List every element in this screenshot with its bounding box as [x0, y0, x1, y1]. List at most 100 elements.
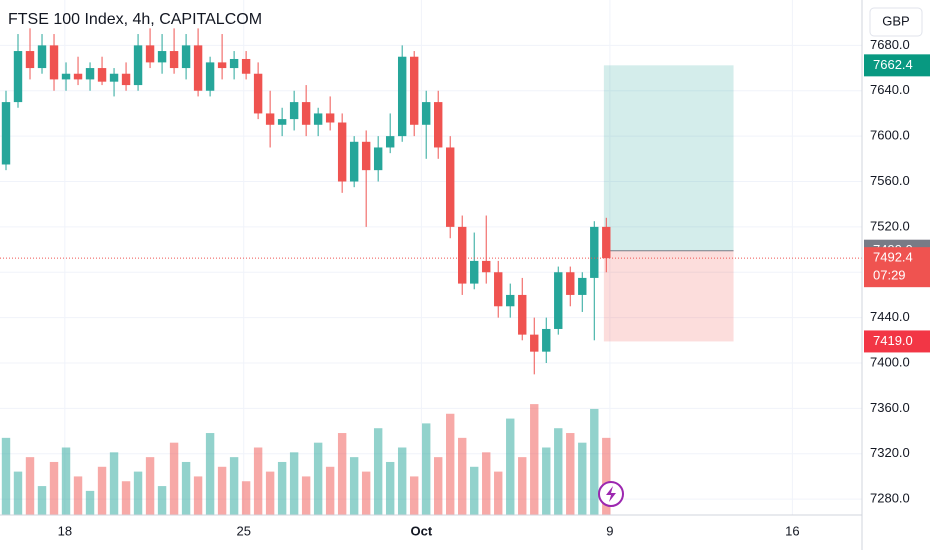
candle-body	[361, 141, 371, 171]
candle-body	[482, 260, 491, 273]
volume-bar	[385, 461, 395, 515]
profit-zone	[603, 65, 734, 251]
volume-bar	[97, 466, 107, 515]
candle-body	[385, 136, 395, 148]
y-tick-label: 7520.0	[870, 218, 910, 233]
last-price-badge	[864, 247, 930, 288]
candle-body	[61, 73, 71, 80]
volume-bar	[566, 433, 575, 515]
candle-body	[506, 294, 515, 307]
candle-body	[277, 119, 287, 125]
volume-bar	[37, 486, 47, 515]
candle-body	[554, 272, 563, 329]
candle-body	[494, 272, 503, 307]
volume-bar	[229, 457, 239, 515]
volume-bar	[253, 447, 263, 515]
volume-bar	[13, 471, 23, 515]
candle-body	[602, 226, 611, 259]
candle-body	[193, 45, 203, 91]
volume-bar	[73, 476, 83, 515]
candle-body	[349, 141, 359, 182]
candle-body	[13, 51, 23, 103]
candle-body	[409, 56, 419, 125]
y-tick-label: 7560.0	[870, 173, 910, 188]
target-label: 7662.4	[873, 57, 913, 72]
y-tick-label: 7440.0	[870, 309, 910, 324]
candle-body	[133, 45, 143, 86]
candle-body	[434, 102, 443, 148]
volume-bar	[25, 457, 35, 515]
volume-bar	[217, 466, 227, 515]
volume-bar	[590, 408, 599, 515]
volume-bar	[205, 433, 215, 515]
volume-bar	[313, 442, 323, 515]
axis-layer: 7280.07320.07360.07400.07440.07480.07520…	[58, 37, 930, 538]
currency-button[interactable]	[869, 7, 923, 37]
candle-body	[566, 272, 575, 295]
last-price-label: 7492.4	[873, 250, 913, 265]
y-tick-label: 7400.0	[870, 354, 910, 369]
volume-bar	[494, 471, 503, 515]
candle-body	[73, 73, 83, 80]
candle-body	[518, 294, 527, 335]
y-tick-label: 7280.0	[870, 491, 910, 506]
candle-body	[578, 277, 587, 295]
candle-body	[542, 328, 551, 352]
candle-body	[109, 73, 119, 82]
candle-body	[121, 73, 131, 86]
y-tick-label: 7600.0	[870, 128, 910, 143]
candle-body	[241, 58, 251, 74]
candle-body	[470, 260, 479, 284]
volume-bar	[301, 476, 311, 515]
loss-zone	[603, 250, 734, 342]
volume-bar	[169, 442, 179, 515]
volume-bar	[181, 461, 191, 515]
volume-bar	[373, 428, 383, 515]
candle-body	[530, 334, 539, 352]
volume-bar	[458, 437, 467, 515]
candle-body	[37, 45, 47, 69]
volume-bar	[470, 466, 479, 515]
candle-body	[1, 102, 11, 165]
volume-bar	[542, 447, 551, 515]
volume-bar	[554, 428, 563, 515]
volume-bar	[49, 461, 59, 515]
volume-bar	[277, 461, 287, 515]
candle-body	[97, 68, 107, 82]
volume-bar	[121, 481, 131, 515]
volume-bar	[157, 486, 167, 515]
volume-bar	[109, 452, 119, 515]
candle-body	[25, 51, 35, 69]
volume-bar	[446, 413, 455, 515]
lightning-icon[interactable]	[598, 481, 624, 507]
volume-bar	[409, 476, 419, 515]
stop-label: 7419.0	[873, 333, 913, 348]
currency[interactable]: GBP	[882, 13, 909, 28]
volume-bar	[349, 457, 359, 515]
volume-layer	[0, 0, 862, 515]
volume-bar	[241, 481, 251, 515]
candle-body	[181, 45, 191, 69]
volume-bar	[265, 471, 275, 515]
volume-bar	[361, 471, 371, 515]
volume-bar	[578, 442, 587, 515]
candle-body	[49, 45, 59, 80]
candle-body	[229, 58, 239, 69]
volume-bar	[133, 471, 143, 515]
countdown-label: 07:29	[873, 268, 906, 283]
volume-bar	[1, 437, 11, 515]
volume-bar	[506, 418, 515, 515]
volume-bar	[482, 452, 491, 515]
y-tick-label: 7640.0	[870, 82, 910, 97]
volume-bar	[85, 490, 95, 515]
target-badge	[864, 54, 930, 77]
volume-bar	[434, 457, 443, 515]
volume-bar	[397, 447, 407, 515]
volume-bar	[602, 437, 611, 515]
volume-bar	[518, 457, 527, 515]
stop-badge	[864, 330, 930, 353]
candle-body	[205, 62, 215, 91]
candle-body	[313, 113, 323, 125]
y-tick-label: 7360.0	[870, 400, 910, 415]
